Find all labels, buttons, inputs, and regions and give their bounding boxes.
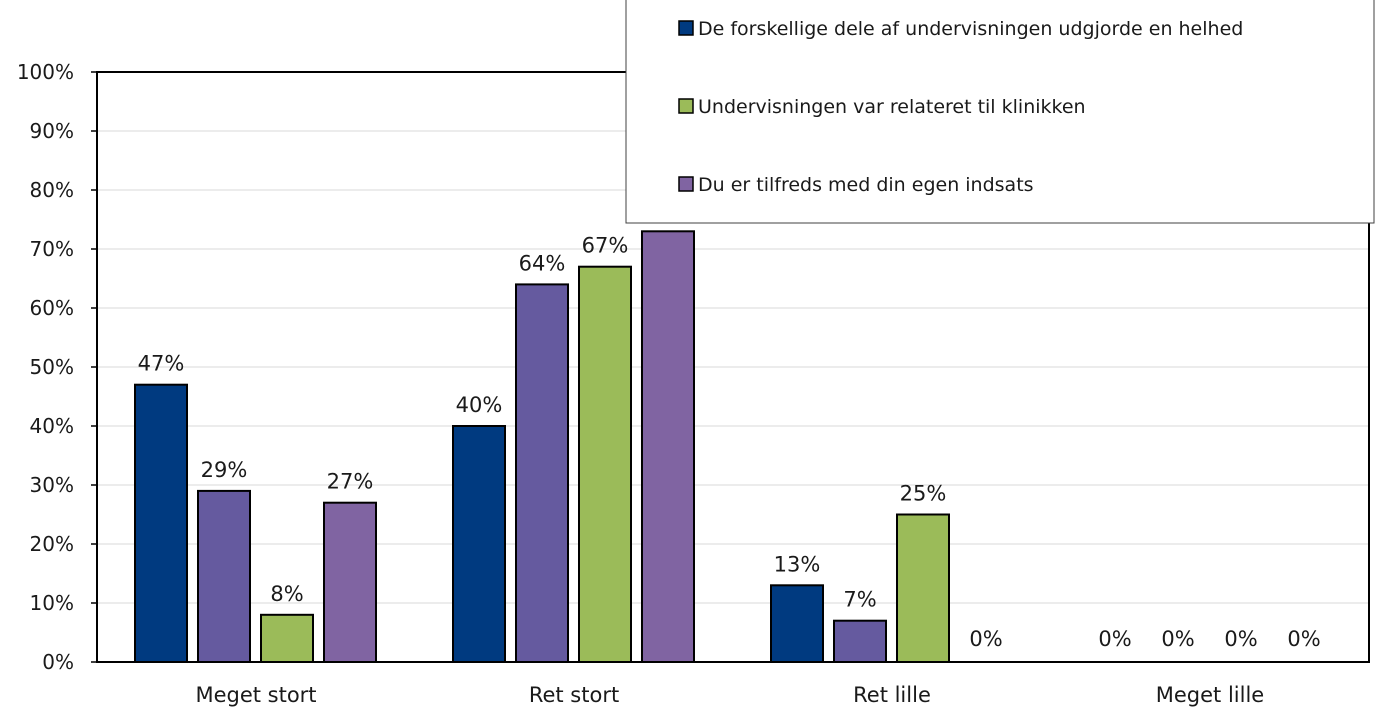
legend-swatch [678,20,694,36]
data-label: 0% [1161,627,1194,651]
data-label: 13% [774,552,821,576]
bar [770,584,824,663]
legend-label: Undervisningen var relateret til klinikk… [698,96,1086,118]
data-label: 25% [900,482,947,506]
y-tick-label: 0% [42,650,74,674]
data-label: 0% [1224,627,1257,651]
bar [452,425,506,663]
data-label: 0% [1098,627,1131,651]
legend-swatch [678,176,694,192]
bar [896,513,950,663]
bar [323,501,377,664]
x-axis-category-labels: Meget stort Ret stort Ret lille Meget lille [195,683,1264,707]
data-label: 7% [843,588,876,612]
bar [578,265,632,663]
bar [833,619,887,664]
y-tick-label: 70% [30,237,74,261]
bar [134,383,188,663]
legend-swatch [678,98,694,114]
x-category-label: Meget stort [195,683,316,707]
data-label: 27% [327,470,374,494]
x-category-label: Ret stort [529,683,619,707]
bar [260,613,314,663]
legend-label: Du er tilfreds med din egen indsats [698,174,1034,196]
x-category-label: Meget lille [1156,683,1264,707]
data-label: 47% [138,352,185,376]
y-tick-label: 60% [30,296,74,320]
y-tick-label: 20% [30,532,74,556]
data-label: 67% [582,234,629,258]
data-labels: 47% 29% 8% 27% 40% 64% 67% 13% 7% 25% 0% 0% 0% 0% 0% [138,234,1321,651]
legend: De forskellige dele af undervisningen ud… [625,0,1375,224]
data-label: 8% [270,582,303,606]
data-label: 29% [201,458,248,482]
x-category-label: Ret lille [853,683,931,707]
bars [134,230,950,664]
y-tick-label: 50% [30,355,74,379]
y-tick-label: 90% [30,119,74,143]
legend-box [625,0,1375,224]
bar [515,283,569,663]
y-tick-label: 30% [30,473,74,497]
data-label: 64% [519,251,566,275]
y-tick-label: 80% [30,178,74,202]
bar [641,230,695,664]
legend-label: De forskellige dele af undervisningen ud… [698,18,1243,40]
data-label: 40% [456,393,503,417]
y-tick-label: 10% [30,591,74,615]
bar [197,489,251,663]
y-axis-tick-labels: 0% 10% 20% 30% 40% 50% 60% 70% 80% 90% 100% [17,60,97,674]
data-label: 0% [1287,627,1320,651]
y-tick-label: 40% [30,414,74,438]
y-tick-label: 100% [17,60,74,84]
data-label: 0% [969,627,1002,651]
